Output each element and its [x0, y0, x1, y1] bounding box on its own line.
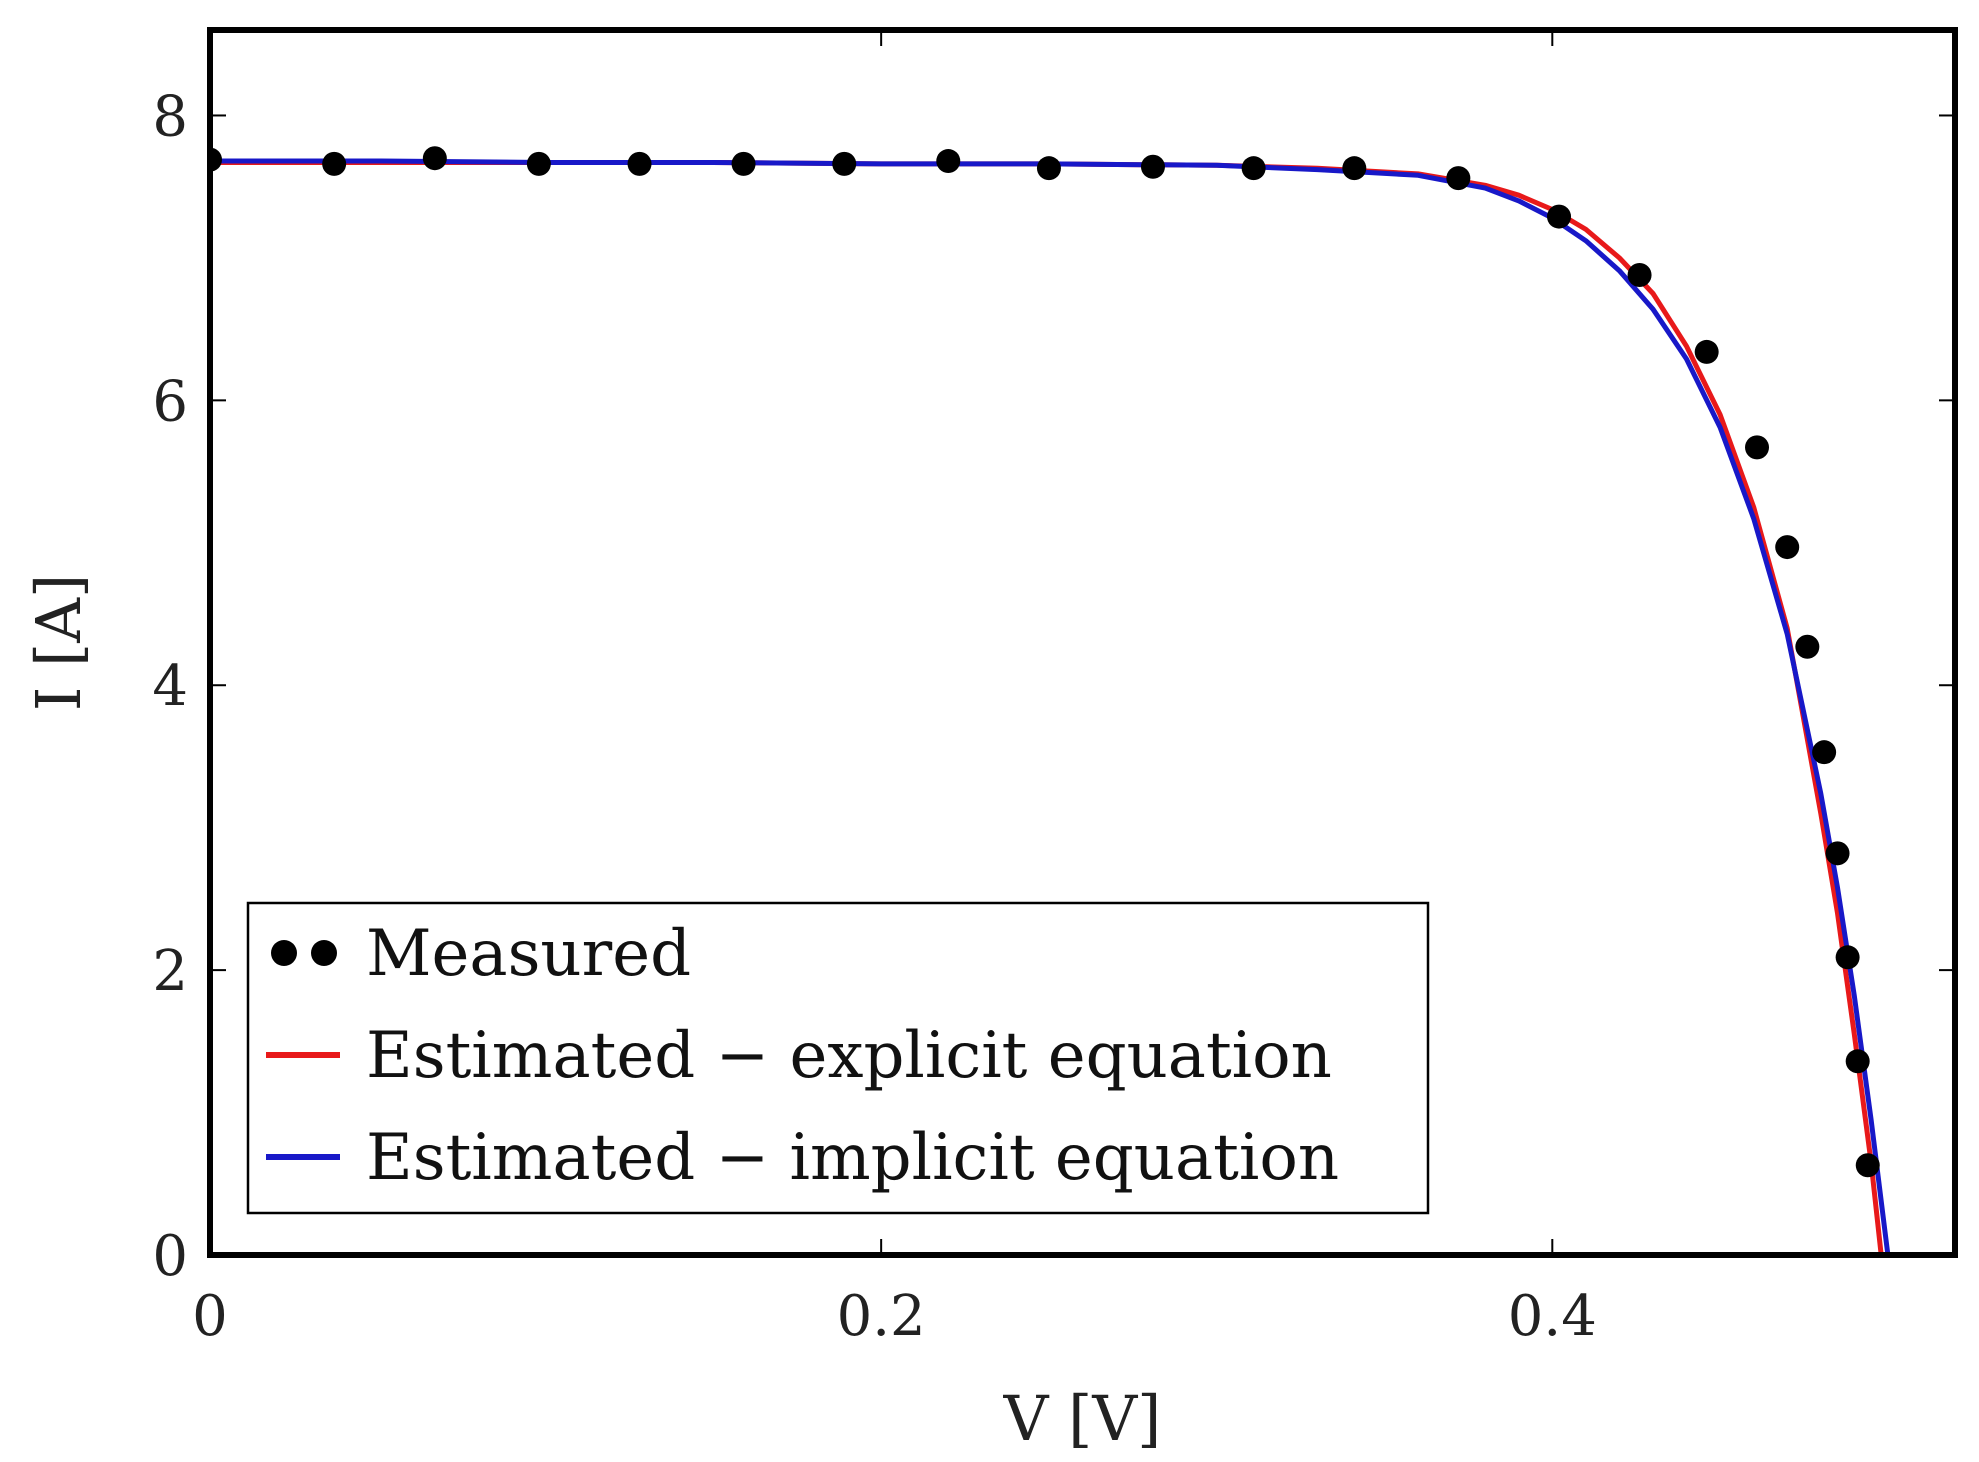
- legend: Measured Estimated − explicit equation Est…: [246, 901, 1430, 1215]
- measured-point: [731, 151, 756, 176]
- measured-point: [1036, 156, 1061, 181]
- y-axis-label: I [A]: [22, 574, 95, 711]
- y-tick-label: 0: [152, 1224, 188, 1289]
- measured-point: [1627, 263, 1652, 287]
- measured-point: [322, 151, 347, 176]
- measured-point: [1825, 841, 1850, 866]
- legend-label: Estimated − explicit equation: [366, 1019, 1332, 1093]
- measured-point: [1342, 156, 1367, 181]
- y-tick-label: 4: [152, 654, 188, 719]
- measured-point: [936, 149, 961, 174]
- y-tick-label: 8: [152, 84, 188, 149]
- measured-point: [1745, 435, 1770, 460]
- x-tick-label: 0.4: [1508, 1284, 1597, 1349]
- measured-point: [1835, 945, 1860, 970]
- legend-marker-measured: [311, 940, 337, 966]
- measured-point: [1795, 634, 1820, 659]
- measured-point: [832, 151, 857, 176]
- measured-point: [526, 151, 551, 176]
- measured-point: [1140, 154, 1165, 179]
- legend-label: Measured: [366, 917, 691, 991]
- measured-point: [1845, 1049, 1870, 1074]
- measured-point: [422, 146, 447, 171]
- legend-marker-measured: [271, 940, 297, 966]
- measured-point: [1241, 156, 1266, 181]
- y-tick-label: 6: [152, 369, 188, 434]
- measured-point: [1547, 204, 1572, 229]
- legend-items: Measured Estimated − explicit equation Est…: [266, 917, 1339, 1195]
- x-tick-label: 0.2: [837, 1284, 926, 1349]
- measured-point: [1812, 740, 1837, 765]
- measured-point: [1694, 339, 1719, 364]
- plot-frame: [207, 27, 1958, 1258]
- measured-point: [627, 151, 652, 176]
- tick-labels-layer: 0 0.2 0.4 0 2 4 6 8: [152, 84, 1596, 1349]
- measured-point: [1855, 1153, 1880, 1178]
- y-tick-label: 2: [152, 939, 188, 1004]
- x-axis-label: V [V]: [1003, 1382, 1162, 1455]
- measured-point: [1446, 166, 1471, 191]
- x-tick-label: 0: [192, 1284, 228, 1349]
- measured-point: [1775, 535, 1800, 560]
- legend-label: Estimated − implicit equation: [366, 1121, 1339, 1195]
- series-layer: [210, 146, 1891, 1255]
- legend-box: [246, 901, 1430, 1215]
